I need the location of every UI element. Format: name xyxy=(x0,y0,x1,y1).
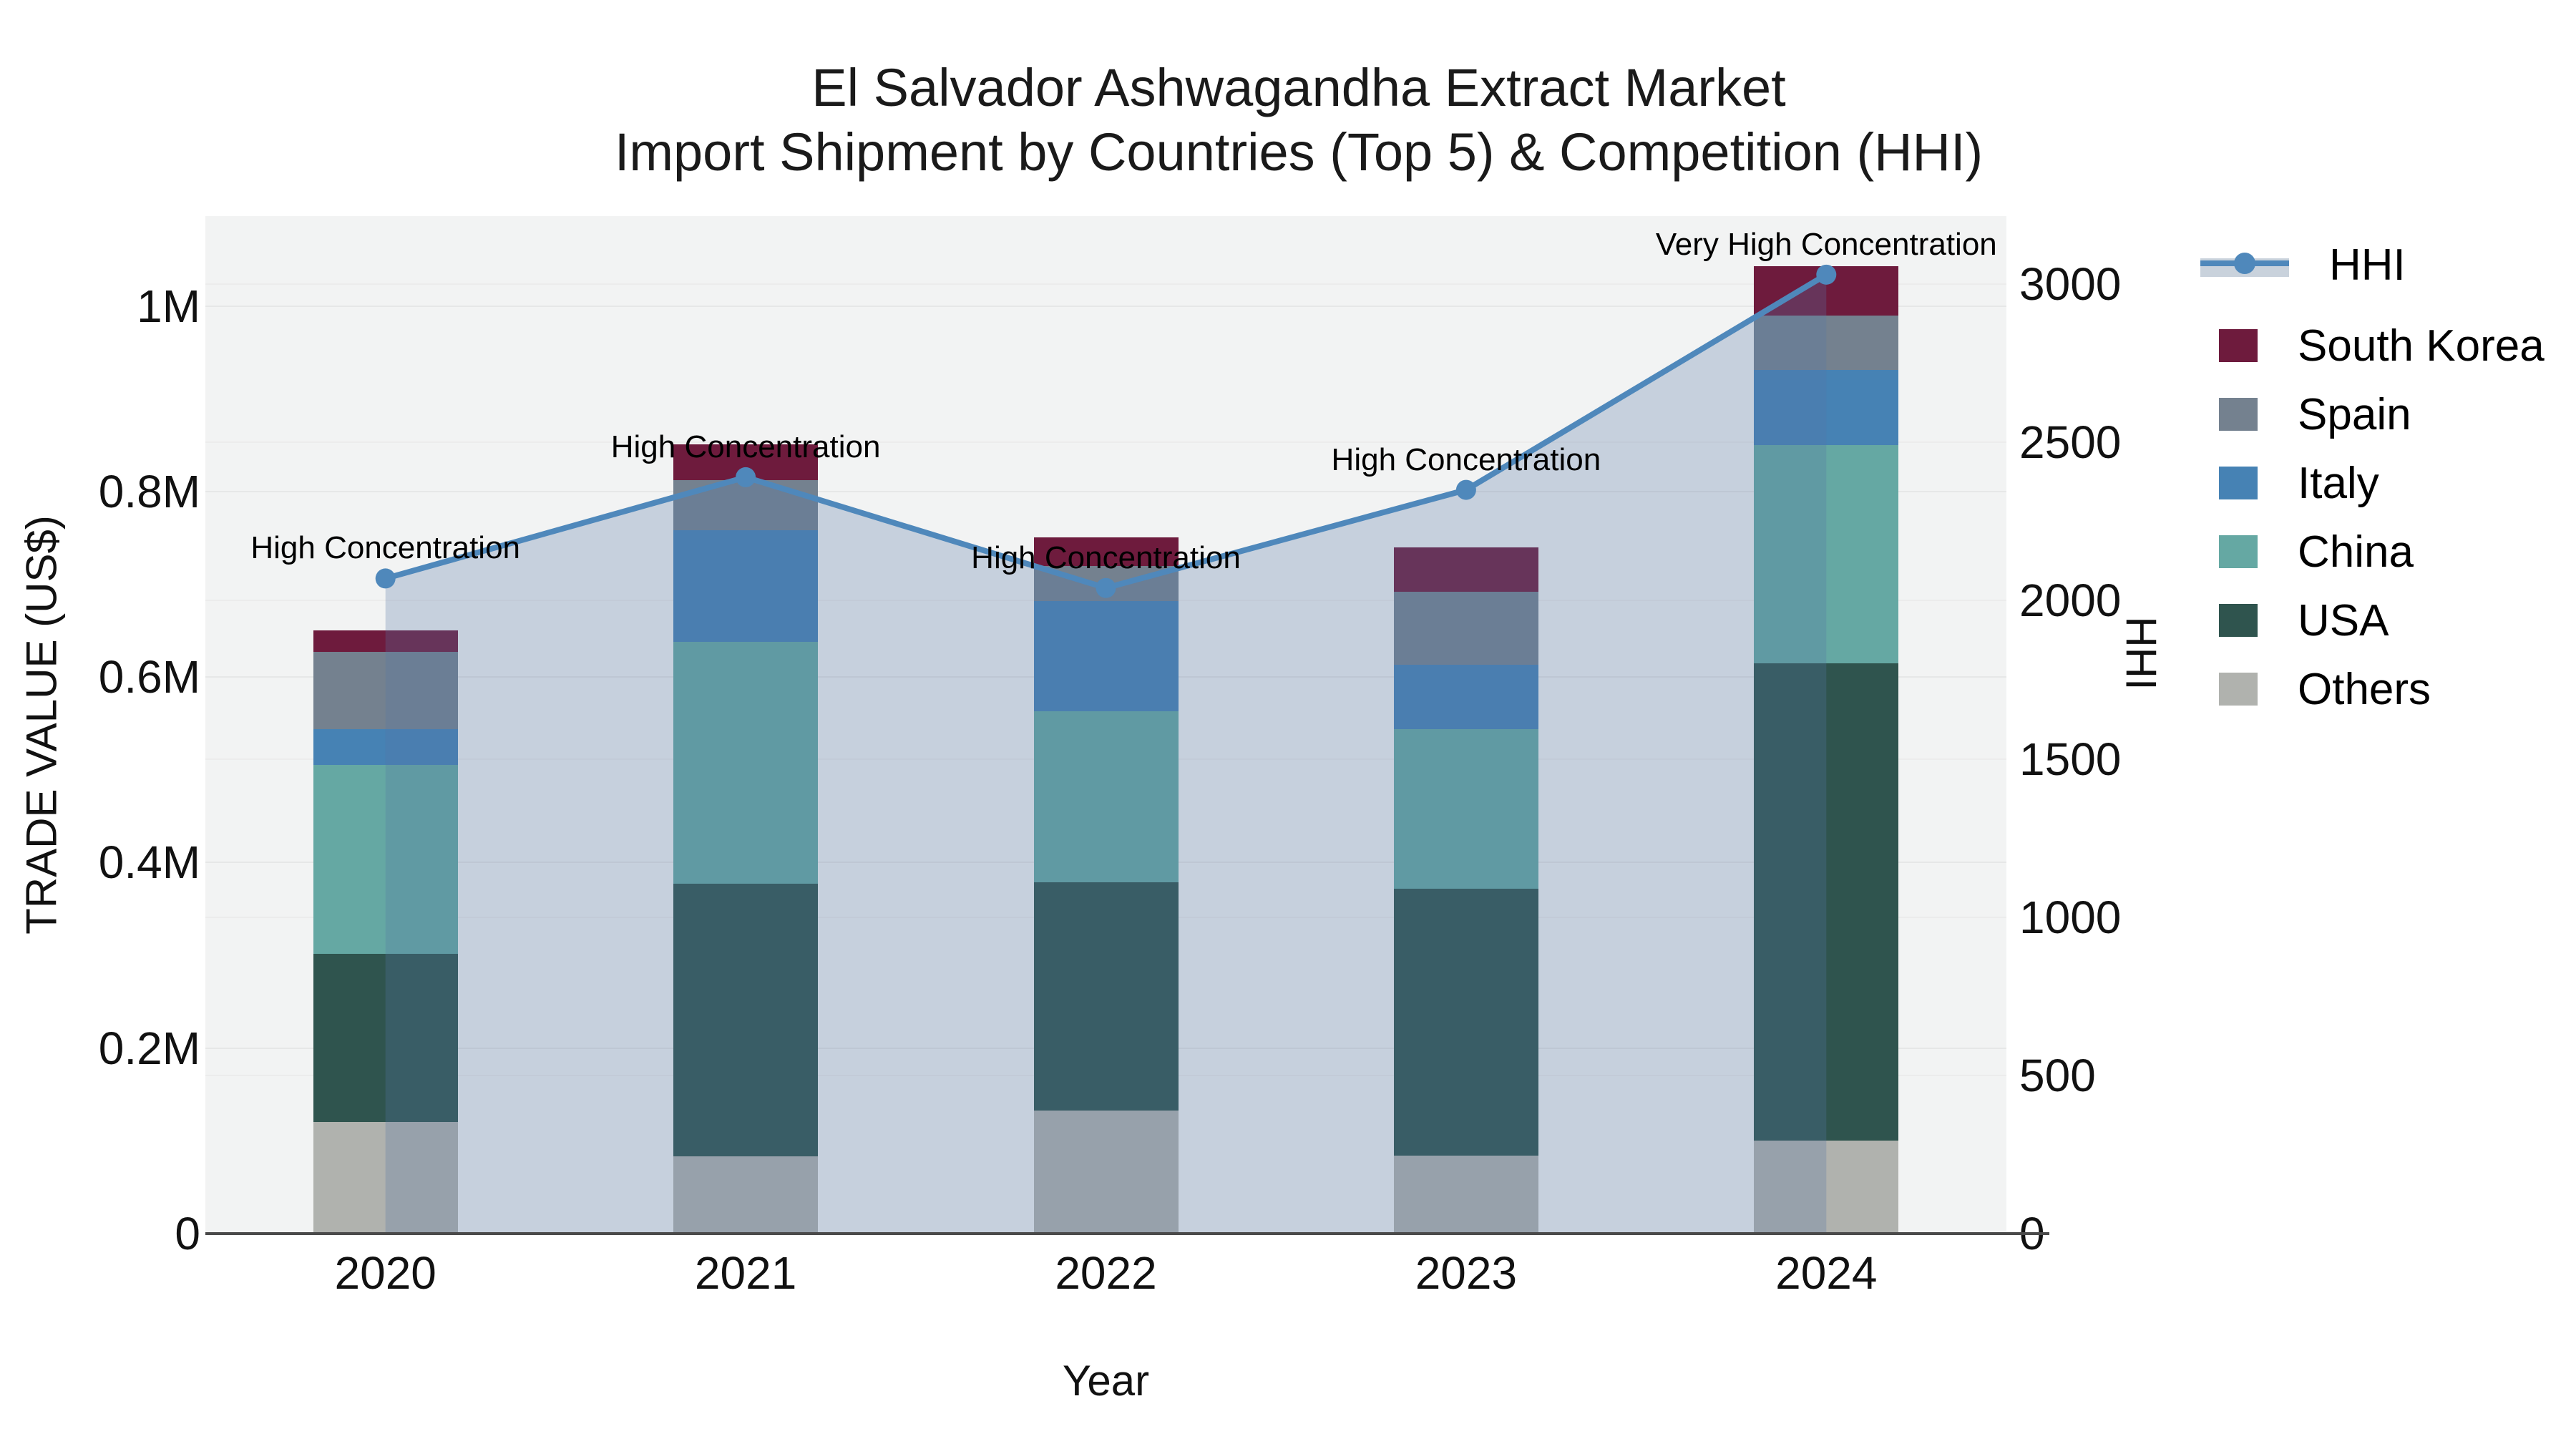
bar-segment-italy-2023 xyxy=(1393,665,1538,729)
bar-segment-usa-2021 xyxy=(673,884,819,1157)
legend-swatch-italy xyxy=(2219,467,2258,499)
bar-segment-china-2021 xyxy=(673,641,819,884)
legend-swatch-south-korea xyxy=(2219,329,2258,362)
legend-label-spain: Spain xyxy=(2298,389,2411,439)
hhi-line-overlay xyxy=(375,264,1837,1234)
legend-item-others[interactable]: Others xyxy=(2200,664,2431,714)
bar-segment-italy-2024 xyxy=(1754,370,1899,446)
annotation-2020: High Concentration xyxy=(250,530,521,566)
bar-segment-south-korea-2022 xyxy=(1033,537,1179,566)
hhi-marker-2021 xyxy=(736,467,756,487)
gridline-hhi-3000 xyxy=(205,283,2006,286)
bar-segment-south-korea-2023 xyxy=(1393,547,1538,592)
y-right-tick-1000: 1000 xyxy=(2019,891,2122,943)
x-axis-line xyxy=(205,1232,2049,1235)
y-left-tick-0.8M: 0.8M xyxy=(98,465,200,517)
bar-segment-usa-2022 xyxy=(1033,882,1179,1111)
hhi-marker-dot-icon xyxy=(2234,253,2255,274)
hhi-marker-2022 xyxy=(1096,577,1116,598)
y-right-axis-title: HHI xyxy=(2117,616,2165,691)
y-right-tick-2000: 2000 xyxy=(2019,575,2122,627)
legend-label-italy: Italy xyxy=(2298,458,2379,508)
bar-segment-others-2024 xyxy=(1754,1141,1899,1234)
hhi-marker-2023 xyxy=(1455,479,1476,500)
legend-swatch-others xyxy=(2219,673,2258,706)
legend-swatch-china xyxy=(2219,535,2258,568)
hhi-line-icon xyxy=(2200,248,2289,281)
bar-segment-spain-2020 xyxy=(313,652,458,729)
legend-label-hhi: HHI xyxy=(2329,240,2406,290)
bar-segment-italy-2020 xyxy=(313,728,458,766)
bar-segment-south-korea-2020 xyxy=(313,630,458,653)
plot-area xyxy=(205,216,2006,1234)
legend-item-italy[interactable]: Italy xyxy=(2200,458,2379,508)
legend-item-usa[interactable]: USA xyxy=(2200,595,2389,645)
x-tick-2020: 2020 xyxy=(334,1247,436,1299)
y-right-tick-2500: 2500 xyxy=(2019,416,2122,469)
x-tick-2021: 2021 xyxy=(694,1247,797,1299)
y-right-tick-500: 500 xyxy=(2019,1049,2096,1101)
bar-segment-china-2020 xyxy=(313,765,458,954)
gridline-hhi-2500 xyxy=(205,441,2006,444)
bar-segment-others-2022 xyxy=(1033,1110,1179,1234)
gridline-y-0.8M xyxy=(205,490,2006,492)
y-left-tick-1M: 1M xyxy=(137,280,200,332)
hhi-marker-2020 xyxy=(375,568,396,589)
y-left-tick-0: 0 xyxy=(175,1208,200,1259)
bar-segment-usa-2020 xyxy=(313,953,458,1123)
bar-segment-china-2024 xyxy=(1754,445,1899,663)
annotation-2023: High Concentration xyxy=(1331,441,1601,477)
bar-segment-china-2023 xyxy=(1393,728,1538,889)
annotation-2024: Very High Concentration xyxy=(1655,226,1997,262)
annotation-2022: High Concentration xyxy=(971,540,1241,575)
y-right-tick-1500: 1500 xyxy=(2019,733,2122,785)
x-tick-2023: 2023 xyxy=(1415,1247,1518,1299)
y-right-tick-3000: 3000 xyxy=(2019,258,2122,311)
legend-label-usa: USA xyxy=(2298,595,2389,645)
legend-item-hhi[interactable]: HHI xyxy=(2200,240,2406,290)
chart-title-line2: Import Shipment by Countries (Top 5) & C… xyxy=(614,122,1984,182)
x-tick-2022: 2022 xyxy=(1055,1247,1157,1299)
hhi-area-fill xyxy=(385,274,1827,1234)
chart-title: El Salvador Ashwagandha Extract Market I… xyxy=(615,56,1983,185)
legend-swatch-usa xyxy=(2219,604,2258,637)
bar-segment-spain-2023 xyxy=(1393,591,1538,665)
legend-swatch-spain xyxy=(2219,398,2258,431)
x-tick-2024: 2024 xyxy=(1775,1247,1878,1299)
bar-segment-others-2021 xyxy=(673,1156,819,1234)
y-left-tick-0.2M: 0.2M xyxy=(98,1022,200,1074)
y-left-tick-0.6M: 0.6M xyxy=(98,651,200,703)
bar-segment-others-2020 xyxy=(313,1122,458,1234)
bar-segment-china-2022 xyxy=(1033,711,1179,882)
bar-segment-usa-2024 xyxy=(1754,663,1899,1141)
legend-item-south-korea[interactable]: South Korea xyxy=(2200,321,2545,371)
y-left-tick-0.4M: 0.4M xyxy=(98,836,200,889)
legend-item-spain[interactable]: Spain xyxy=(2200,389,2411,439)
chart-title-line1: El Salvador Ashwagandha Extract Market xyxy=(811,58,1786,117)
hhi-marker-2024 xyxy=(1816,264,1837,285)
gridline-y-1M xyxy=(205,305,2006,307)
annotation-2021: High Concentration xyxy=(610,429,881,464)
legend-label-south-korea: South Korea xyxy=(2298,321,2545,371)
legend-label-china: China xyxy=(2298,527,2414,577)
x-axis-title: Year xyxy=(1062,1357,1150,1405)
bar-segment-others-2023 xyxy=(1393,1156,1538,1234)
bar-segment-italy-2021 xyxy=(673,530,819,642)
bar-segment-usa-2023 xyxy=(1393,888,1538,1156)
legend-label-others: Others xyxy=(2298,664,2431,714)
legend-item-china[interactable]: China xyxy=(2200,527,2414,577)
bar-segment-italy-2022 xyxy=(1033,600,1179,712)
bar-segment-spain-2024 xyxy=(1754,315,1899,371)
